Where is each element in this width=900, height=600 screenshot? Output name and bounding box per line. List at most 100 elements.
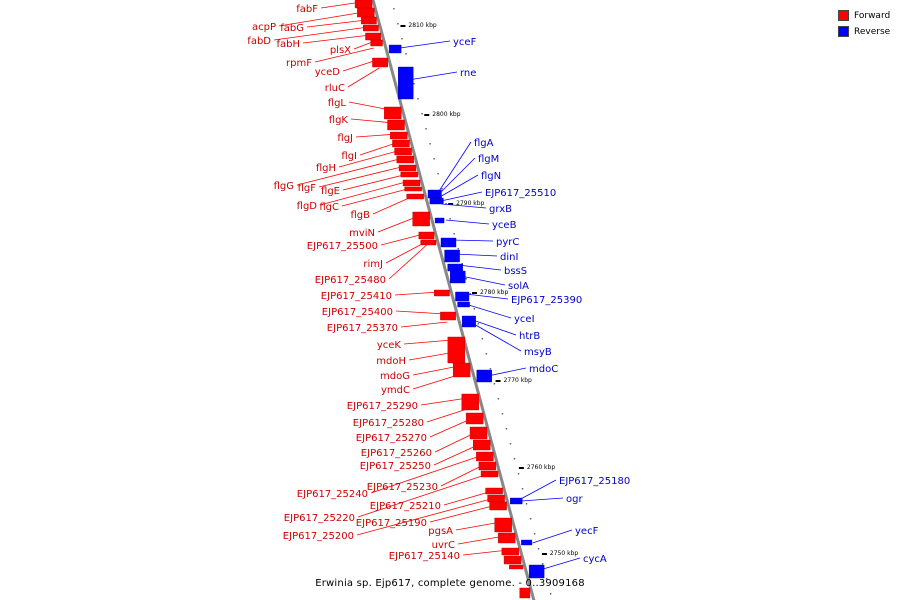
forward-gene-block — [387, 119, 405, 131]
forward-gene-label: plsX — [330, 45, 351, 56]
forward-gene-block — [434, 289, 450, 297]
minor-tick — [525, 503, 528, 505]
reverse-gene-block — [398, 66, 414, 100]
forward-gene-leader — [306, 19, 367, 28]
minor-tick — [541, 563, 544, 565]
reverse-gene-label: EJP617_25390 — [511, 295, 582, 306]
forward-gene-leader — [319, 180, 410, 206]
tick-label: 2790 kbp — [456, 200, 484, 207]
forward-gene-block — [480, 470, 499, 478]
forward-gene-block — [487, 494, 505, 503]
forward-gene-block — [485, 487, 503, 495]
genome-caption: Erwinia sp. Ejp617, complete genome. - 0… — [315, 578, 585, 589]
forward-gene-block — [418, 231, 435, 240]
forward-gene-leader — [385, 241, 427, 264]
reverse-gene-leader — [439, 174, 479, 198]
forward-gene-block — [503, 555, 522, 565]
forward-gene-label: EJP617_25480 — [315, 275, 386, 286]
minor-tick — [489, 368, 492, 370]
tick-label: 2810 kbp — [408, 22, 436, 29]
reverse-gene-block — [388, 44, 402, 54]
minor-tick — [477, 323, 480, 325]
forward-gene-block — [461, 393, 479, 411]
forward-gene-leader — [302, 34, 371, 44]
forward-gene-label: pgsA — [428, 526, 453, 537]
forward-gene-block — [465, 412, 484, 425]
reverse-gene-leader — [408, 71, 458, 81]
minor-tick — [405, 53, 407, 55]
forward-gene-leader — [434, 431, 477, 453]
forward-gene-label: yceD — [315, 67, 341, 78]
forward-gene-leader — [341, 187, 412, 207]
forward-gene-leader — [455, 521, 501, 531]
forward-gene-leader — [273, 26, 369, 41]
forward-gene-block — [420, 239, 437, 246]
tick-label: 2750 kbp — [550, 550, 578, 557]
forward-gene-label: flgE — [321, 186, 340, 197]
forward-gene-label: mdoH — [376, 356, 406, 367]
forward-gene-block — [354, 0, 373, 9]
minor-tick — [453, 233, 455, 235]
forward-gene-leader — [462, 549, 509, 556]
forward-gene-leader — [356, 497, 495, 536]
minor-tick — [393, 8, 395, 10]
forward-gene-label: flgC — [319, 202, 339, 213]
legend-forward: Forward — [838, 8, 890, 23]
reverse-gene-leader — [438, 157, 476, 195]
reverse-gene-label: htrB — [519, 331, 540, 342]
forward-gene-leader — [318, 165, 406, 188]
minor-tick — [521, 488, 524, 490]
forward-gene-label: mdoG — [380, 371, 410, 382]
forward-gene-block — [489, 501, 507, 511]
minor-tick — [421, 113, 423, 115]
forward-gene-label: EJP617_25270 — [356, 433, 427, 444]
forward-gene-leader — [388, 244, 427, 280]
forward-gene-leader — [278, 11, 365, 27]
reverse-gene-block — [457, 301, 470, 308]
forward-swatch — [838, 10, 849, 21]
tick-label: 2760 kbp — [527, 464, 555, 471]
reverse-gene-leader — [440, 191, 483, 202]
minor-tick — [505, 428, 508, 430]
minor-tick — [469, 293, 472, 295]
reverse-gene-label: flgA — [474, 138, 494, 149]
reverse-gene-label: rne — [460, 68, 476, 79]
forward-gene-label: ymdC — [381, 385, 410, 396]
reverse-gene-leader — [487, 367, 527, 377]
legend-forward-label: Forward — [854, 10, 891, 21]
reverse-gene-label: EJP617_25510 — [485, 188, 556, 199]
reverse-gene-block — [444, 249, 460, 263]
forward-gene-label: EJP617_25370 — [327, 323, 398, 334]
reverse-gene-label: flgN — [481, 171, 501, 182]
minor-tick — [433, 158, 435, 160]
reverse-gene-label: EJP617_25180 — [559, 476, 630, 487]
forward-gene-block — [372, 57, 388, 68]
forward-gene-block — [363, 24, 379, 32]
forward-gene-leader — [348, 101, 391, 111]
reverse-gene-label: ogr — [566, 494, 583, 505]
forward-gene-leader — [355, 133, 397, 138]
forward-gene-block — [447, 336, 465, 364]
forward-gene-label: EJP617_25220 — [284, 513, 355, 524]
forward-gene-leader — [429, 504, 497, 523]
forward-gene-label: EJP617_25280 — [353, 418, 424, 429]
minor-tick — [429, 143, 431, 145]
forward-gene-label: fabD — [247, 36, 271, 47]
forward-gene-label: uvrC — [432, 540, 455, 551]
reverse-gene-block — [440, 237, 457, 248]
forward-gene-leader — [403, 339, 453, 345]
reverse-gene-block — [450, 270, 466, 284]
forward-gene-block — [402, 179, 421, 187]
forward-gene-label: EJP617_25140 — [389, 551, 460, 562]
forward-gene-label: mviN — [349, 228, 375, 239]
reverse-gene-leader — [539, 557, 581, 571]
forward-gene-leader — [296, 157, 404, 186]
reverse-gene-label: mdoC — [529, 364, 558, 375]
reverse-gene-leader — [473, 323, 522, 352]
forward-gene-leader — [380, 233, 424, 246]
minor-tick — [485, 353, 488, 355]
forward-gene-label: EJP617_25400 — [322, 307, 393, 318]
forward-gene-block — [519, 587, 531, 599]
forward-gene-label: flgD — [297, 201, 318, 212]
